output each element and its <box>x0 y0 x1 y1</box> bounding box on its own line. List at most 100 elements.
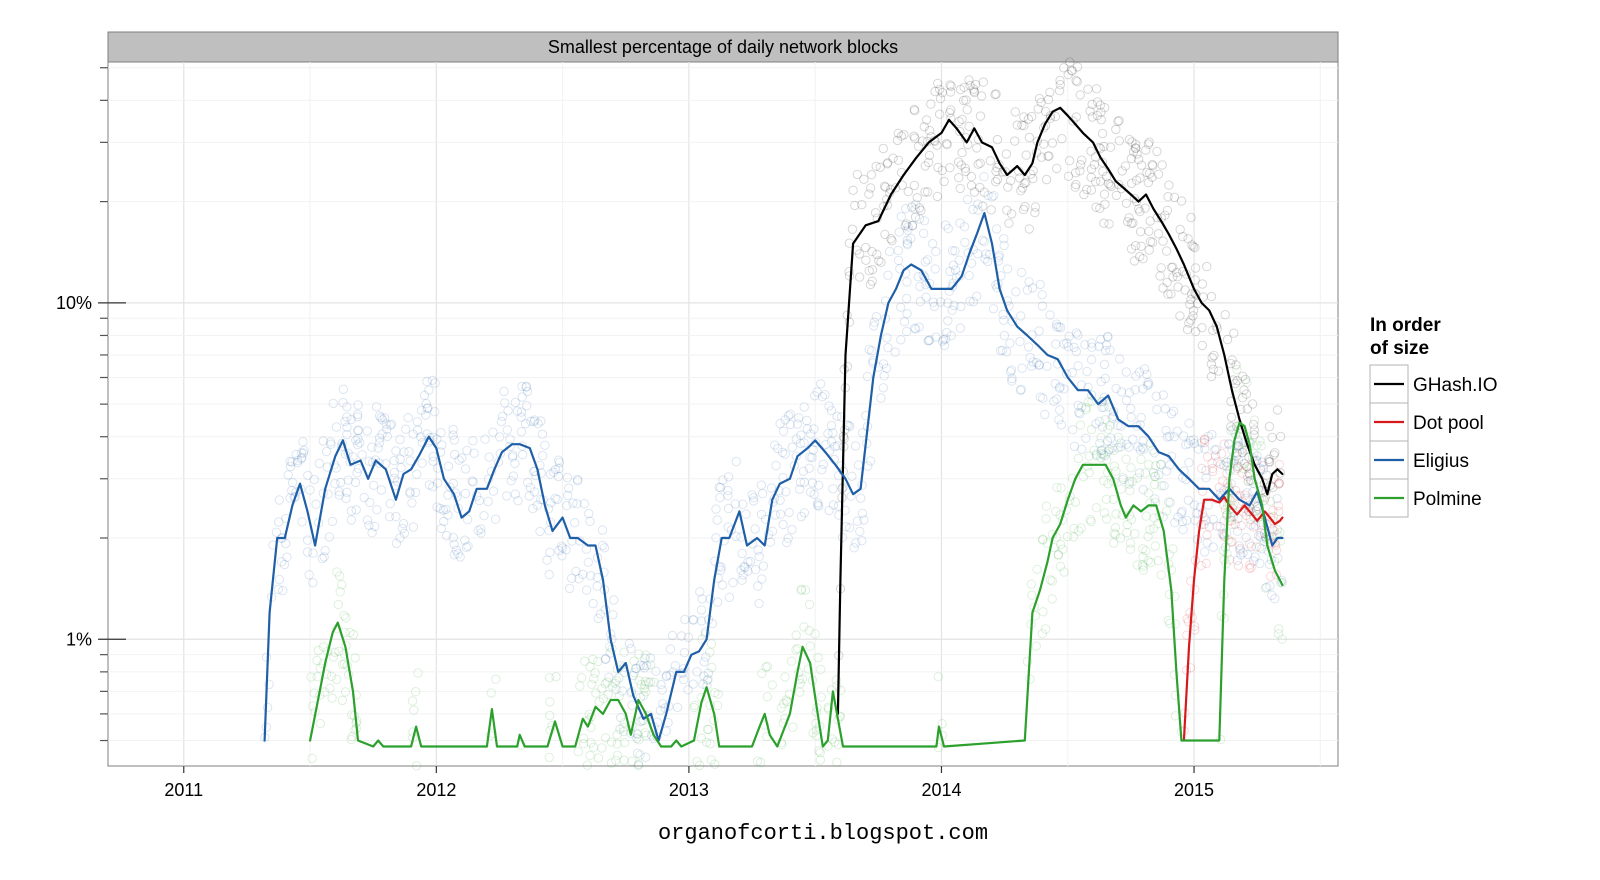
observation-point <box>1058 544 1068 554</box>
observation-point <box>594 697 604 707</box>
observation-point <box>1250 521 1261 531</box>
observation-point <box>640 728 650 738</box>
observation-point <box>635 692 646 702</box>
observation-point <box>927 239 938 249</box>
observation-point <box>346 414 356 425</box>
observation-point <box>1242 404 1253 414</box>
observation-point <box>411 687 421 697</box>
observation-point <box>1183 234 1193 244</box>
observation-point <box>800 585 811 595</box>
observation-point <box>454 455 464 465</box>
observation-point <box>1158 236 1168 246</box>
observation-point <box>579 499 589 509</box>
observation-point <box>588 598 598 609</box>
observation-point <box>283 470 293 480</box>
observation-point <box>567 573 577 583</box>
observation-point <box>834 711 845 721</box>
observation-point <box>325 683 335 693</box>
observation-point <box>991 177 1001 187</box>
observation-point <box>954 116 964 127</box>
observation-point <box>649 677 660 687</box>
observation-point <box>906 233 916 244</box>
observation-point <box>1042 361 1052 371</box>
observation-point <box>391 511 401 522</box>
observation-point <box>797 674 808 684</box>
observation-point <box>1054 86 1065 96</box>
observation-point <box>274 517 284 527</box>
observation-point <box>1190 515 1200 525</box>
observation-point <box>508 471 519 481</box>
observation-point <box>756 509 767 520</box>
observation-point <box>869 321 879 331</box>
observation-point <box>983 256 993 267</box>
observation-point <box>890 183 901 193</box>
observation-point <box>641 752 651 762</box>
observation-point <box>665 644 676 654</box>
observation-point <box>1210 451 1221 461</box>
observation-point <box>966 180 977 191</box>
observation-point <box>1052 322 1062 332</box>
observation-point <box>874 256 884 266</box>
observation-point <box>947 246 958 256</box>
observation-point <box>600 733 611 743</box>
observation-point <box>432 434 442 444</box>
observation-point <box>964 75 974 85</box>
observation-point <box>1096 432 1106 443</box>
observation-point <box>1082 184 1092 195</box>
legend-label: Polmine <box>1413 489 1482 510</box>
observation-point <box>307 753 317 764</box>
observation-point <box>1122 519 1133 530</box>
observation-point <box>592 581 602 591</box>
observation-point <box>1056 420 1067 430</box>
observation-point <box>395 454 405 464</box>
observation-point <box>810 629 820 639</box>
observation-point <box>520 419 531 429</box>
observation-point <box>636 679 646 690</box>
observation-point <box>1189 500 1200 510</box>
observation-point <box>813 652 823 663</box>
observation-point <box>580 656 590 666</box>
observation-point <box>1069 342 1079 353</box>
observation-point <box>934 84 945 95</box>
observation-point <box>896 335 906 345</box>
observation-point <box>937 87 947 98</box>
observation-point <box>1113 179 1124 190</box>
observation-point <box>1073 400 1083 410</box>
observation-point <box>575 681 585 691</box>
observation-point <box>1238 371 1248 381</box>
observation-point <box>318 658 328 669</box>
observation-point <box>585 750 595 761</box>
observation-point <box>902 235 913 245</box>
observation-point <box>1023 114 1034 124</box>
observation-point <box>1110 523 1121 533</box>
observation-point <box>973 205 983 215</box>
observation-point <box>710 759 720 769</box>
observation-point <box>849 543 859 553</box>
observation-point <box>1136 241 1146 252</box>
observation-point <box>1039 139 1049 149</box>
observation-point <box>352 468 362 478</box>
observation-point <box>1142 369 1152 380</box>
observation-point <box>391 446 401 456</box>
legend-label: GHash.IO <box>1413 375 1497 396</box>
observation-point <box>638 660 649 671</box>
observation-point <box>381 419 391 429</box>
observation-point <box>1153 229 1164 239</box>
observation-point <box>1198 486 1208 496</box>
observation-point <box>1226 425 1236 436</box>
observation-point <box>626 644 636 654</box>
observation-point <box>1098 166 1108 177</box>
observation-point <box>1111 466 1121 476</box>
observation-point <box>430 407 440 417</box>
observation-point <box>762 692 772 702</box>
observation-point <box>1097 397 1108 407</box>
observation-point <box>1059 63 1069 73</box>
observation-point <box>1114 115 1124 126</box>
observation-point <box>1215 521 1226 532</box>
observation-point <box>699 657 709 667</box>
observation-point <box>1050 379 1060 389</box>
observation-point <box>1016 186 1026 196</box>
observation-point <box>901 219 912 229</box>
observation-point <box>1091 449 1102 459</box>
